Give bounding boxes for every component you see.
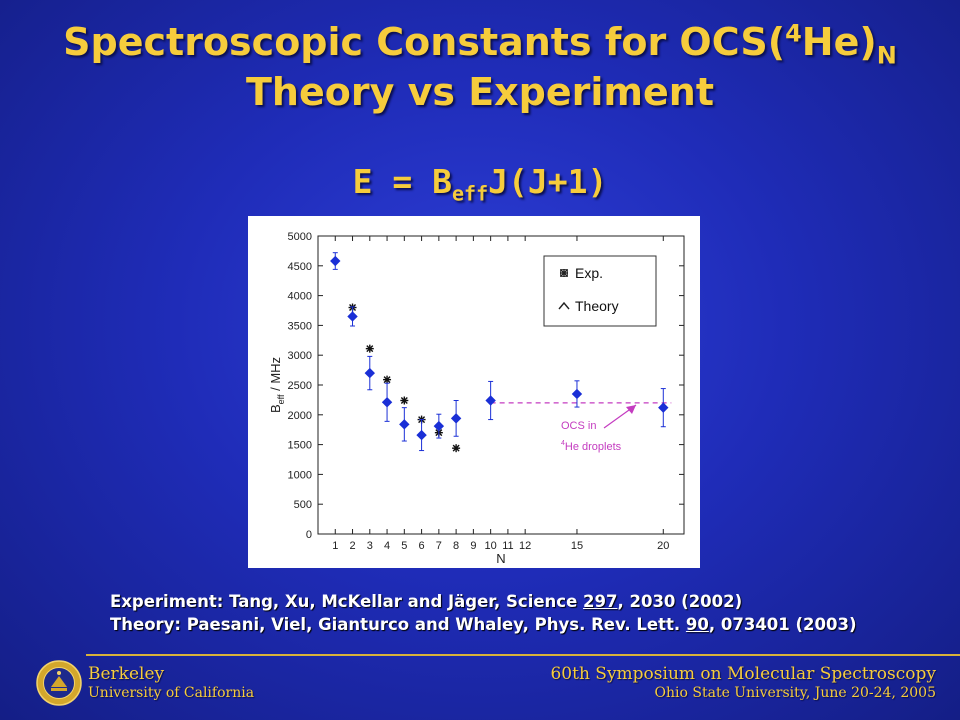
exp-point: [381, 382, 393, 422]
exp-point: [399, 407, 410, 442]
y-tick-label: 2000: [288, 410, 312, 422]
exp-point-marker: [399, 419, 410, 430]
exp-point-marker: [571, 388, 583, 400]
x-tick-label: 7: [436, 540, 442, 552]
x-tick-label: 12: [519, 540, 531, 552]
ref2-rest: , 073401 (2003): [708, 615, 857, 634]
theory-point: [365, 344, 374, 353]
equation-sub: eff: [452, 181, 489, 206]
theory-point: [383, 375, 392, 384]
chart-panel: 0 500 1000 1500 2000 2500 3000 3500 4000 4500 5000…: [248, 216, 700, 568]
y-tick-label: 0: [306, 529, 312, 541]
exp-point: [330, 252, 341, 270]
x-tick-label: 9: [470, 540, 476, 552]
theory-star-stroke: [560, 269, 568, 277]
experiment-series: [330, 252, 669, 452]
slide-title-line2: Theory vs Experiment: [245, 70, 714, 114]
exp-point-marker: [433, 420, 445, 432]
exp-point: [658, 388, 669, 428]
equation: E = BeffJ(J+1): [0, 162, 960, 204]
annotation: OCS in 4He droplets: [561, 404, 637, 453]
axes: 0 500 1000 1500 2000 2500 3000 3500 4000 4500 5000…: [268, 231, 685, 566]
legend-theory-glyph: [558, 301, 570, 310]
equation-post: J(J+1): [488, 162, 608, 201]
exp-point-marker: [485, 395, 496, 406]
exp-point: [347, 306, 358, 327]
ref1-volume: 297: [583, 592, 618, 611]
y-tick-label: 4000: [288, 291, 312, 303]
annotation-arrow-head: [626, 405, 636, 414]
x-tick-label: 3: [367, 540, 373, 552]
x-tick-label: 11: [502, 540, 513, 552]
exp-point: [485, 380, 496, 421]
exp-point-marker: [416, 429, 427, 441]
x-tick-label: 4: [384, 540, 390, 552]
legend-theory-label: Theory: [575, 298, 619, 314]
exp-point-marker: [330, 255, 341, 267]
ref2-text: Theory: Paesani, Viel, Gianturco and Wha…: [110, 615, 686, 634]
exp-point-marker: [450, 413, 462, 424]
exp-point: [416, 419, 427, 452]
y-tick-label: 3500: [288, 320, 312, 332]
x-tick-label: 1: [332, 540, 338, 552]
y-tick-label: 4500: [288, 261, 312, 273]
reference-experiment: Experiment: Tang, Xu, McKellar and Jäger…: [110, 592, 742, 611]
ref1-rest: , 2030 (2002): [617, 592, 743, 611]
ref1-text: Experiment: Tang, Xu, McKellar and Jäger…: [110, 592, 584, 611]
footer-symposium: 60th Symposium on Molecular Spectroscopy: [550, 664, 936, 684]
exp-point-marker: [381, 397, 393, 408]
x-tick-label: 10: [485, 540, 497, 552]
title-mid: He): [801, 20, 877, 64]
exp-point-marker: [658, 402, 669, 413]
y-tick-label: 3000: [288, 350, 312, 362]
theory-point: [452, 444, 461, 453]
annotation-line1: OCS in: [561, 420, 596, 432]
exp-point: [571, 380, 583, 408]
footer-berkeley: Berkeley: [88, 664, 165, 684]
theory-star-stroke: [452, 444, 460, 452]
exp-point-marker: [347, 311, 358, 322]
exp-point-marker: [364, 367, 375, 379]
legend-exp-label: Exp.: [575, 265, 603, 281]
y-tick-label: 2500: [288, 380, 312, 392]
reference-theory: Theory: Paesani, Viel, Gianturco and Wha…: [110, 615, 857, 634]
title-prefix: Spectroscopic Constants for OCS(: [63, 20, 786, 64]
theory-star-stroke: [366, 345, 374, 353]
legend-exp-icon-box: [560, 269, 568, 277]
exp-point: [433, 413, 445, 439]
title-sub: N: [876, 41, 897, 70]
title-sup: 4: [785, 19, 802, 48]
y-tick-label: 1500: [288, 440, 312, 452]
y-axis-label: Beff / MHz: [268, 357, 286, 413]
theory-star-stroke: [400, 397, 408, 404]
footer-divider: [86, 654, 960, 656]
footer-venue: Ohio State University, June 20-24, 2005: [654, 685, 936, 701]
theory-point: [400, 396, 409, 405]
ref2-volume: 90: [685, 615, 709, 634]
x-tick-label: 8: [453, 540, 459, 552]
y-tick-label: 1000: [288, 469, 312, 481]
x-tick-label: 5: [401, 540, 407, 552]
x-tick-label: 6: [419, 540, 425, 552]
x-tick-label: 15: [571, 540, 583, 552]
annotation-line2: 4He droplets: [561, 440, 622, 453]
theory-star-stroke: [383, 376, 391, 384]
exp-point: [450, 399, 462, 437]
x-tick-label: 20: [657, 540, 669, 552]
equation-pre: E = B: [352, 162, 452, 201]
legend-box: [543, 255, 657, 327]
y-tick-label: 5000: [288, 231, 312, 243]
legend-theory-icon: [558, 301, 570, 310]
footer-university: University of California: [88, 685, 255, 701]
legend-exp-icon: [560, 269, 568, 277]
chart-svg: 0 500 1000 1500 2000 2500 3000 3500 4000 4500 5000…: [268, 231, 685, 566]
legend: Exp. Theory: [543, 255, 657, 327]
x-axis-label: N: [496, 551, 505, 566]
uc-seal-logo: [36, 660, 82, 706]
y-tick-label: 500: [294, 499, 312, 511]
x-tick-label: 2: [349, 540, 355, 552]
exp-point: [364, 355, 375, 391]
slide-title-line1: Spectroscopic Constants for OCS(4He)N: [0, 19, 960, 68]
